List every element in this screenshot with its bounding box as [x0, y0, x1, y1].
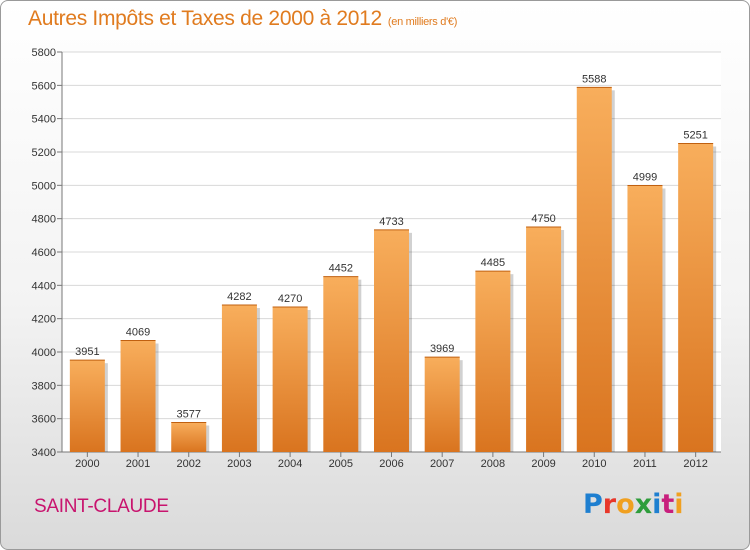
x-tick-label: 2007 — [430, 458, 454, 470]
bar — [171, 422, 207, 452]
data-label: 4999 — [633, 172, 657, 184]
y-tick-label: 3800 — [32, 380, 56, 392]
data-label: 4485 — [481, 257, 505, 269]
data-label: 3951 — [75, 346, 99, 358]
logo-letter: x — [634, 489, 653, 520]
x-tick-label: 2010 — [582, 458, 606, 470]
bar — [374, 229, 409, 452]
labels: 3951 2000 4069 2001 3577 2002 4282 2003 4270 2004… — [75, 73, 708, 470]
data-label: 4452 — [329, 263, 353, 275]
bar — [424, 357, 460, 452]
data-label: 4270 — [278, 293, 302, 305]
x-tick-label: 2012 — [683, 458, 707, 470]
bars — [69, 86, 717, 452]
x-tick-label: 2011 — [633, 458, 657, 470]
commune-name: SAINT-CLAUDE — [34, 496, 169, 517]
data-label: 4733 — [379, 216, 403, 228]
bar — [576, 87, 612, 452]
bar — [475, 271, 511, 452]
data-label: 4750 — [531, 213, 555, 225]
y-tick-label: 5000 — [32, 180, 56, 192]
x-tick-label: 2001 — [126, 458, 150, 470]
logo-letter: i — [652, 489, 662, 520]
bar — [69, 360, 105, 452]
data-label: 4069 — [126, 327, 150, 339]
y-tick-label: 4200 — [32, 314, 56, 326]
y-tick-label: 4800 — [32, 214, 56, 226]
logo-letter: P — [583, 489, 603, 520]
x-tick-label: 2009 — [531, 458, 555, 470]
bar — [627, 185, 663, 452]
data-label: 3969 — [430, 343, 454, 355]
x-tick-label: 2000 — [75, 458, 99, 470]
chart-unit: (en milliers d'€) — [387, 16, 458, 28]
y-tick-label: 3400 — [32, 447, 56, 459]
x-tick-label: 2006 — [379, 458, 403, 470]
x-tick-label: 2005 — [329, 458, 353, 470]
proxiti-logo[interactable]: Proxiti — [583, 489, 684, 520]
y-tick-label: 5400 — [32, 114, 56, 126]
logo-letter: i — [674, 489, 684, 520]
logo-letter: o — [616, 489, 635, 520]
bar — [120, 340, 156, 452]
data-label: 5251 — [683, 130, 707, 142]
x-tick-label: 2002 — [176, 458, 200, 470]
y-tick-label: 4000 — [32, 347, 56, 359]
bar — [221, 305, 257, 452]
x-tick-label: 2003 — [227, 458, 251, 470]
data-label: 4282 — [227, 291, 251, 303]
bar — [323, 276, 359, 452]
chart-title-text: Autres Impôts et Taxes de 2000 à 2012 — [28, 7, 382, 30]
bar — [526, 227, 562, 452]
bar — [678, 143, 714, 452]
data-label: 3577 — [176, 409, 200, 421]
y-tick-label: 3600 — [32, 414, 56, 426]
x-tick-label: 2008 — [481, 458, 505, 470]
logo-letter: t — [661, 489, 675, 520]
bar — [272, 307, 308, 452]
logo-letter: r — [602, 489, 617, 520]
y-tick-label: 4600 — [32, 247, 56, 259]
data-label: 5588 — [582, 73, 606, 85]
y-tick-label: 4400 — [32, 280, 56, 292]
y-tick-label: 5800 — [32, 47, 56, 59]
y-tick-label: 5200 — [32, 147, 56, 159]
y-tick-label: 5600 — [32, 80, 56, 92]
x-tick-label: 2004 — [278, 458, 302, 470]
chart-title: Autres Impôts et Taxes de 2000 à 2012 (en… — [28, 7, 457, 31]
